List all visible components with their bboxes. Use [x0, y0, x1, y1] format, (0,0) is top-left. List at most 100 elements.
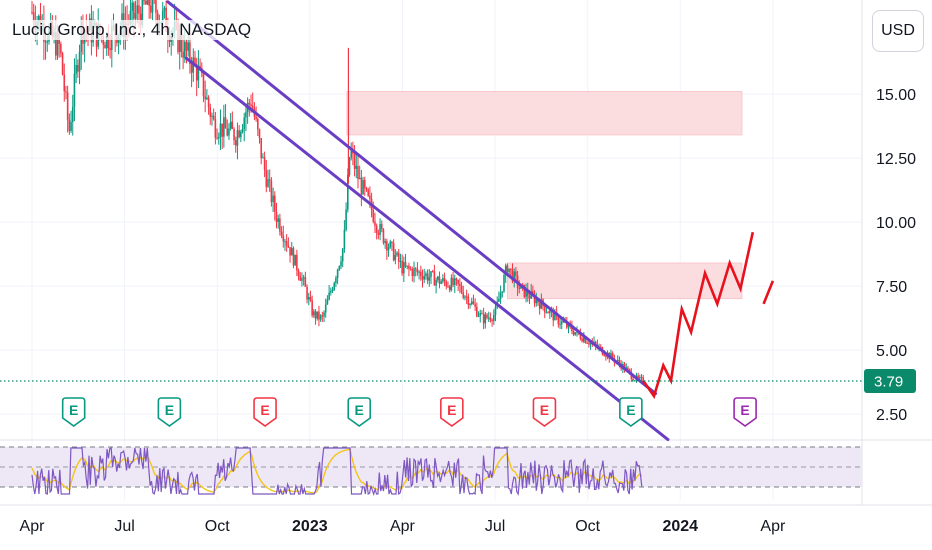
- candle-body: [187, 42, 190, 51]
- candle-body: [78, 51, 81, 72]
- earnings-marker-red[interactable]: E: [440, 397, 464, 427]
- projection-line-1[interactable]: [642, 231, 755, 400]
- candle-body: [71, 106, 74, 123]
- candle-body: [358, 177, 361, 180]
- candle-body: [257, 118, 259, 130]
- candle-body: [532, 291, 534, 295]
- candle-body: [628, 369, 631, 372]
- earnings-badge-shape: [347, 397, 372, 427]
- candle-body: [219, 123, 222, 138]
- candle-body: [151, 0, 154, 13]
- candle-body: [637, 375, 639, 378]
- earnings-marker-green[interactable]: E: [347, 397, 372, 427]
- candle-body: [409, 268, 412, 270]
- candle-body: [452, 277, 454, 285]
- candle-body: [214, 119, 217, 138]
- last-price-value: 3.79: [874, 373, 903, 390]
- candle-body: [509, 268, 512, 270]
- candle-body: [408, 265, 410, 269]
- candle-body: [406, 265, 409, 267]
- candle-body: [399, 260, 402, 262]
- candle-body: [155, 0, 157, 13]
- candle-body: [362, 180, 364, 195]
- candle-body: [263, 157, 266, 171]
- candle-body: [481, 313, 483, 315]
- channel-lower[interactable]: [184, 56, 670, 442]
- candle-body: [314, 311, 317, 319]
- rsi-line: [31, 447, 643, 496]
- candle-body: [374, 221, 376, 226]
- candle-body: [574, 332, 577, 335]
- candle-body: [306, 286, 308, 300]
- chart-title: Lucid Group, Inc., 4h, NASDAQ: [10, 20, 254, 40]
- candle-body: [292, 248, 295, 266]
- candle-body: [336, 269, 339, 279]
- candle-body: [540, 299, 543, 309]
- price-axis[interactable]: 15.00 12.50 10.00 7.50 5.00 2.50: [876, 87, 916, 424]
- candle-body: [543, 306, 546, 313]
- candle-body: [414, 268, 417, 270]
- candle-body: [165, 7, 167, 32]
- candle-body: [503, 275, 505, 292]
- time-tick-label: Apr: [760, 518, 786, 535]
- channel-lines[interactable]: [166, 0, 670, 442]
- candle-body: [150, 5, 152, 13]
- candle-body: [194, 57, 196, 65]
- candle-body: [545, 312, 548, 314]
- candle-body: [360, 177, 363, 195]
- candle-body: [515, 271, 517, 276]
- candle-body: [416, 268, 419, 273]
- earnings-marker-red[interactable]: E: [532, 397, 557, 427]
- earnings-marker-red[interactable]: E: [253, 397, 277, 427]
- currency-button[interactable]: USD: [872, 10, 924, 52]
- candle-body: [301, 278, 303, 281]
- candle-body: [343, 229, 346, 249]
- candle-body: [375, 225, 378, 233]
- candle-body: [377, 232, 380, 235]
- earnings-badge-shape: [532, 397, 557, 427]
- candle-body: [579, 333, 582, 339]
- candle-body: [307, 297, 310, 300]
- candle-body: [632, 378, 634, 381]
- candle-body: [350, 151, 352, 158]
- last-price-badge-bg: [864, 368, 916, 393]
- candle-body: [323, 312, 325, 317]
- candle-body: [31, 12, 33, 14]
- candle-body: [640, 377, 643, 379]
- projection-line-2[interactable]: [762, 280, 775, 305]
- candle-body: [279, 218, 281, 232]
- candle-body: [486, 314, 488, 318]
- candle-body: [134, 13, 137, 19]
- candle-body: [513, 271, 515, 282]
- resistance-zone: [346, 91, 743, 136]
- candle-body: [435, 279, 437, 286]
- earnings-marker-purple[interactable]: E: [733, 397, 757, 427]
- projection-path[interactable]: [642, 231, 775, 400]
- candle-body: [352, 151, 354, 154]
- candle-body: [316, 311, 319, 319]
- time-axis[interactable]: Apr Jul Oct 2023 Apr Jul Oct 2024 Apr: [20, 518, 786, 535]
- candle-body: [421, 276, 424, 280]
- candle-body: [506, 265, 509, 272]
- candle-body: [457, 279, 459, 284]
- candle-body: [501, 291, 504, 293]
- grid: [0, 0, 932, 506]
- candle-body: [231, 121, 234, 129]
- candle-body: [494, 307, 497, 315]
- candle-body: [277, 218, 279, 222]
- candle-body: [397, 252, 400, 262]
- candle-body: [479, 313, 482, 317]
- candle-body: [504, 265, 507, 276]
- candle-body: [102, 36, 105, 45]
- earnings-marker-green[interactable]: E: [157, 397, 182, 427]
- candle-body: [459, 283, 461, 286]
- earnings-marker-green[interactable]: E: [61, 397, 86, 427]
- channel-upper[interactable]: [166, 0, 658, 396]
- candle-body: [394, 255, 397, 261]
- candle-body: [330, 291, 332, 293]
- earnings-marker-green[interactable]: E: [619, 397, 643, 427]
- candle-body: [241, 128, 244, 132]
- candle-body: [217, 137, 220, 139]
